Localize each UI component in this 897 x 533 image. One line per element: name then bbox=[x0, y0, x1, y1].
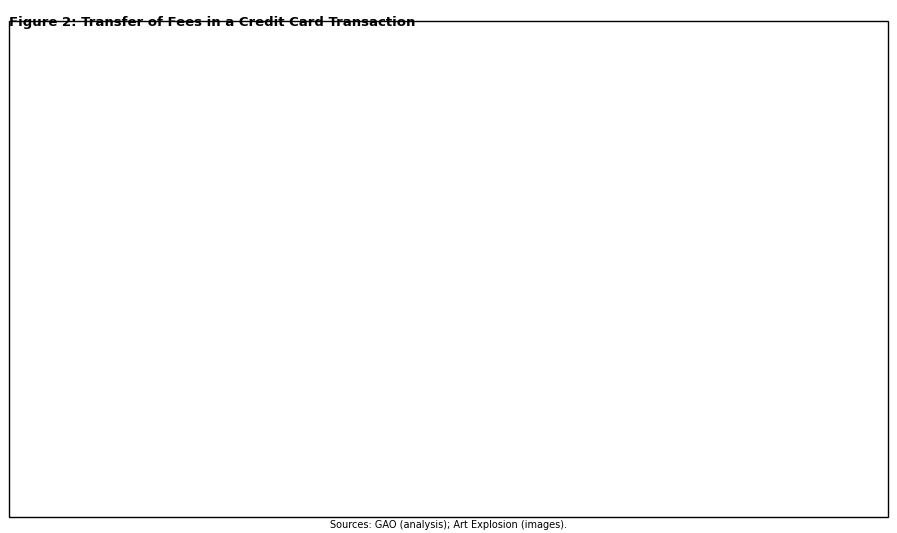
Text: Merchant: Merchant bbox=[675, 197, 734, 207]
Text: Pays Issuer: Pays Issuer bbox=[65, 221, 120, 231]
Text: Bills
cardholder
$100: Bills cardholder $100 bbox=[240, 209, 292, 243]
Text: Cardholder: Cardholder bbox=[150, 197, 219, 207]
Circle shape bbox=[170, 143, 197, 158]
Text: Figure 2: Transfer of Fees in a Credit Card Transaction: Figure 2: Transfer of Fees in a Credit C… bbox=[9, 16, 415, 29]
FancyBboxPatch shape bbox=[158, 326, 210, 330]
FancyBboxPatch shape bbox=[661, 313, 860, 356]
Text: (Visa and MasterCard): (Visa and MasterCard) bbox=[393, 308, 487, 317]
Text: $100.00: $100.00 bbox=[540, 356, 583, 366]
Text: F: F bbox=[146, 246, 152, 255]
Text: E: E bbox=[224, 246, 231, 255]
Text: $: $ bbox=[670, 313, 678, 323]
Text: Issuer: Issuer bbox=[165, 342, 203, 352]
Text: 2.20% Merchant discount rate: 2.20% Merchant discount rate bbox=[314, 470, 472, 480]
Text: Pays merchant discount
fee of $2.20: Pays merchant discount fee of $2.20 bbox=[693, 107, 828, 128]
Text: B: B bbox=[666, 198, 673, 206]
Circle shape bbox=[736, 248, 760, 262]
Text: Keeps $0.50 for
acquiring fee: Keeps $0.50 for acquiring fee bbox=[717, 324, 805, 345]
Text: $98.30: $98.30 bbox=[546, 392, 583, 402]
Text: C: C bbox=[267, 308, 274, 317]
Text: 0000 0000 0000 0000: 0000 0000 0000 0000 bbox=[264, 119, 318, 124]
Polygon shape bbox=[154, 298, 213, 309]
Text: A: A bbox=[267, 120, 274, 130]
Circle shape bbox=[137, 244, 161, 257]
Text: Merchant
paid $97.80
($100-$2.20
discount): Merchant paid $97.80 ($100-$2.20 discoun… bbox=[761, 248, 819, 296]
Text: Pays full amount: Pays full amount bbox=[59, 112, 152, 123]
Text: $0.50: $0.50 bbox=[553, 429, 583, 439]
Text: Issuer approves transaction and transfers
$98.30 through the card network to
the: Issuer approves transaction and transfer… bbox=[280, 346, 485, 384]
Circle shape bbox=[281, 113, 292, 119]
Text: $100 credit card purchase: $100 credit card purchase bbox=[344, 123, 482, 132]
Text: Keeps $1.70
interchange fee: Keeps $1.70 interchange fee bbox=[62, 324, 150, 345]
Text: Acquirer: Acquirer bbox=[651, 342, 705, 352]
Text: Card network: Card network bbox=[403, 298, 477, 308]
Text: D: D bbox=[745, 251, 751, 260]
FancyBboxPatch shape bbox=[593, 104, 646, 131]
Text: $97.80: $97.80 bbox=[546, 411, 583, 421]
Circle shape bbox=[686, 143, 714, 158]
Circle shape bbox=[258, 306, 283, 319]
Text: Card network pays acquirer:: Card network pays acquirer: bbox=[314, 392, 462, 402]
FancyBboxPatch shape bbox=[297, 346, 600, 486]
Text: CreditCard: CreditCard bbox=[272, 110, 309, 116]
Text: $100: $100 bbox=[129, 203, 170, 230]
Circle shape bbox=[258, 118, 283, 132]
Circle shape bbox=[384, 272, 496, 334]
Text: Interchange fee:: Interchange fee: bbox=[314, 374, 400, 384]
Text: Acquirer pays merchant:: Acquirer pays merchant: bbox=[314, 411, 443, 421]
FancyBboxPatch shape bbox=[661, 96, 860, 139]
Text: 1.70: 1.70 bbox=[560, 374, 583, 384]
Text: 1.70% Interchange rate: 1.70% Interchange rate bbox=[314, 456, 438, 466]
Text: Submits transaction
data for authorization:
$100: Submits transaction data for authorizati… bbox=[487, 197, 597, 231]
Polygon shape bbox=[644, 298, 703, 309]
Text: $: $ bbox=[180, 313, 188, 323]
Circle shape bbox=[215, 244, 239, 257]
Circle shape bbox=[658, 195, 682, 209]
FancyBboxPatch shape bbox=[251, 102, 330, 131]
Text: Cardholder transaction:: Cardholder transaction: bbox=[314, 356, 439, 366]
FancyBboxPatch shape bbox=[648, 326, 701, 330]
FancyBboxPatch shape bbox=[28, 313, 184, 356]
Text: Sources: GAO (analysis); Art Explosion (images).: Sources: GAO (analysis); Art Explosion (… bbox=[330, 520, 567, 530]
Text: $97.80: $97.80 bbox=[716, 213, 771, 244]
FancyBboxPatch shape bbox=[28, 96, 184, 139]
Text: $98.30: $98.30 bbox=[287, 312, 342, 333]
Text: Processing fee paid to acquirer:: Processing fee paid to acquirer: bbox=[314, 429, 480, 439]
